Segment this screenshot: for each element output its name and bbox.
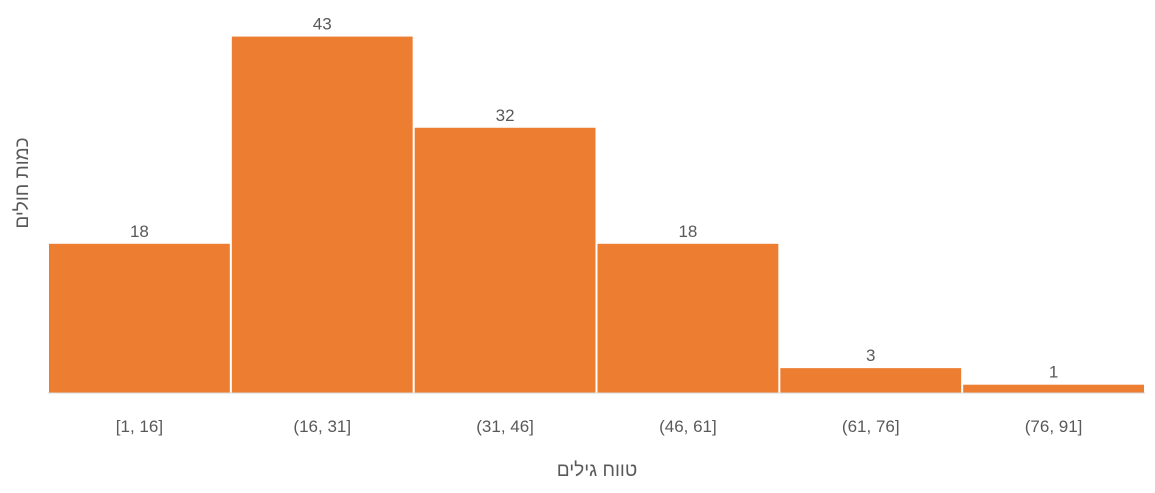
data-label-0: 18 — [130, 222, 149, 241]
data-label-2: 32 — [496, 106, 515, 125]
x-axis-title: טווח גילים — [557, 460, 638, 481]
y-axis-title: כמות חולים — [12, 137, 33, 228]
bar-3 — [597, 243, 779, 393]
bar-1 — [231, 36, 413, 393]
x-tick-label-5: (76, 91] — [1025, 417, 1083, 436]
data-label-1: 43 — [313, 15, 332, 34]
data-label-3: 18 — [678, 222, 697, 241]
data-label-5: 1 — [1049, 363, 1058, 382]
data-label-4: 3 — [866, 346, 875, 365]
x-tick-label-2: (31, 46] — [476, 417, 534, 436]
bar-0 — [49, 243, 230, 393]
bar-2 — [414, 127, 596, 393]
x-tick-labels-layer: [1, 16] (16, 31] (31, 46] (46, 61] (61, 76] (… — [116, 417, 1083, 436]
bar-5 — [963, 384, 1144, 393]
x-tick-label-0: [1, 16] — [116, 417, 163, 436]
x-tick-label-1: (16, 31] — [293, 417, 351, 436]
bar-4 — [780, 368, 962, 393]
x-tick-label-3: (46, 61] — [659, 417, 717, 436]
x-tick-label-4: (61, 76] — [842, 417, 900, 436]
data-labels-layer: 18 43 32 18 3 1 — [130, 15, 1058, 382]
bars-layer — [49, 36, 1144, 393]
